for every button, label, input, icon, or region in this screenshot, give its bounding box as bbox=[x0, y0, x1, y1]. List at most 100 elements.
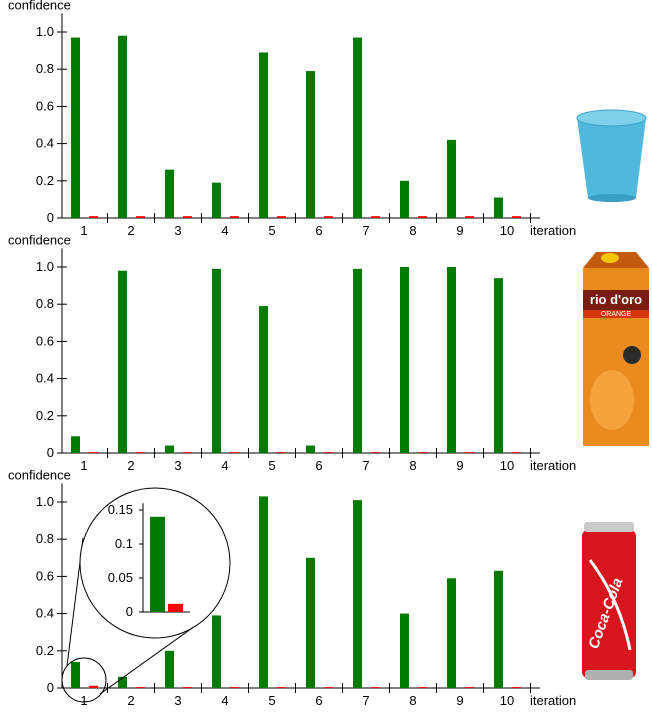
bar bbox=[136, 216, 145, 218]
bar bbox=[259, 306, 268, 453]
bar bbox=[494, 278, 503, 453]
x-tick-label: 8 bbox=[409, 458, 416, 473]
bar bbox=[512, 452, 521, 453]
bar bbox=[230, 216, 239, 218]
y-tick-label: 0.2 bbox=[36, 408, 54, 423]
bar bbox=[400, 181, 409, 218]
y-axis-label: confidence bbox=[8, 467, 71, 482]
bar bbox=[418, 216, 427, 218]
x-tick-label: 10 bbox=[500, 223, 514, 238]
figure: rio d'oro ORANGE Coca-Cola confidence ite… bbox=[0, 0, 652, 708]
x-tick-label: 9 bbox=[456, 693, 463, 708]
bar bbox=[324, 452, 333, 453]
x-tick-label: 4 bbox=[221, 693, 228, 708]
bar bbox=[400, 614, 409, 688]
bar bbox=[71, 436, 80, 453]
bar bbox=[89, 686, 98, 688]
bar bbox=[165, 446, 174, 453]
x-tick-label: 3 bbox=[174, 693, 181, 708]
inset-y-tick-label: 0 bbox=[126, 604, 133, 619]
x-tick-label: 6 bbox=[315, 693, 322, 708]
bar bbox=[324, 216, 333, 218]
x-tick-label: 3 bbox=[174, 458, 181, 473]
bar bbox=[183, 452, 192, 453]
bar bbox=[89, 216, 98, 218]
y-tick-label: 0 bbox=[47, 445, 54, 460]
y-tick-label: 0.4 bbox=[36, 371, 54, 386]
x-tick-label: 1 bbox=[80, 693, 87, 708]
y-tick-label: 1.0 bbox=[36, 24, 54, 39]
y-tick-label: 0.2 bbox=[36, 173, 54, 188]
bar bbox=[71, 38, 80, 218]
y-tick-label: 0 bbox=[47, 680, 54, 695]
y-tick-label: 0.8 bbox=[36, 531, 54, 546]
bar bbox=[136, 452, 145, 453]
inset-y-tick-label: 0.1 bbox=[115, 536, 133, 551]
carton-photo: rio d'oro ORANGE bbox=[583, 252, 649, 446]
bar bbox=[371, 216, 380, 218]
y-tick-label: 0.8 bbox=[36, 296, 54, 311]
bar bbox=[165, 651, 174, 688]
cup-photo bbox=[577, 110, 646, 202]
carton-brand: rio d'oro bbox=[590, 292, 642, 307]
bar bbox=[277, 216, 286, 218]
bar bbox=[277, 452, 286, 453]
bar bbox=[136, 687, 145, 688]
y-tick-label: 0.6 bbox=[36, 568, 54, 583]
x-tick-label: 2 bbox=[127, 223, 134, 238]
x-tick-label: 4 bbox=[221, 223, 228, 238]
bar bbox=[418, 687, 427, 688]
bar bbox=[277, 687, 286, 688]
bar bbox=[165, 170, 174, 218]
x-tick-label: 3 bbox=[174, 223, 181, 238]
bar bbox=[306, 71, 315, 218]
bar bbox=[118, 271, 127, 453]
bar bbox=[447, 267, 456, 453]
inset-y-tick-label: 0.05 bbox=[108, 570, 133, 585]
x-tick-label: 10 bbox=[500, 693, 514, 708]
x-tick-label: 10 bbox=[500, 458, 514, 473]
x-axis-label: iteration bbox=[530, 223, 576, 238]
x-tick-label: 5 bbox=[268, 693, 275, 708]
bar bbox=[212, 615, 221, 688]
bar bbox=[494, 571, 503, 688]
bar bbox=[212, 269, 221, 453]
bar bbox=[71, 662, 80, 688]
x-tick-label: 6 bbox=[315, 223, 322, 238]
bar bbox=[118, 677, 127, 688]
x-tick-label: 2 bbox=[127, 458, 134, 473]
bar bbox=[400, 267, 409, 453]
x-tick-label: 8 bbox=[409, 693, 416, 708]
bar bbox=[212, 183, 221, 218]
bar bbox=[353, 38, 362, 218]
bar bbox=[465, 216, 474, 218]
y-tick-label: 0.8 bbox=[36, 61, 54, 76]
bar bbox=[259, 496, 268, 688]
y-tick-label: 1.0 bbox=[36, 259, 54, 274]
bar bbox=[183, 216, 192, 218]
x-tick-label: 5 bbox=[268, 223, 275, 238]
y-tick-label: 0.6 bbox=[36, 333, 54, 348]
bar bbox=[447, 578, 456, 688]
bar bbox=[89, 452, 98, 453]
bar bbox=[230, 452, 239, 453]
y-tick-label: 0.2 bbox=[36, 643, 54, 658]
x-tick-label: 9 bbox=[456, 223, 463, 238]
bar bbox=[183, 687, 192, 688]
bar bbox=[465, 687, 474, 688]
y-tick-label: 0.4 bbox=[36, 606, 54, 621]
x-axis-label: iteration bbox=[530, 458, 576, 473]
bar bbox=[118, 36, 127, 218]
x-tick-label: 4 bbox=[221, 458, 228, 473]
bar bbox=[494, 198, 503, 218]
carton-flavor: ORANGE bbox=[601, 311, 632, 318]
can-photo: Coca-Cola bbox=[582, 522, 636, 680]
x-tick-label: 7 bbox=[362, 693, 369, 708]
bar bbox=[353, 269, 362, 453]
x-tick-label: 2 bbox=[127, 693, 134, 708]
y-tick-label: 0.4 bbox=[36, 136, 54, 151]
bar bbox=[324, 687, 333, 688]
bar bbox=[418, 452, 427, 453]
x-tick-label: 1 bbox=[80, 223, 87, 238]
bar bbox=[447, 140, 456, 218]
